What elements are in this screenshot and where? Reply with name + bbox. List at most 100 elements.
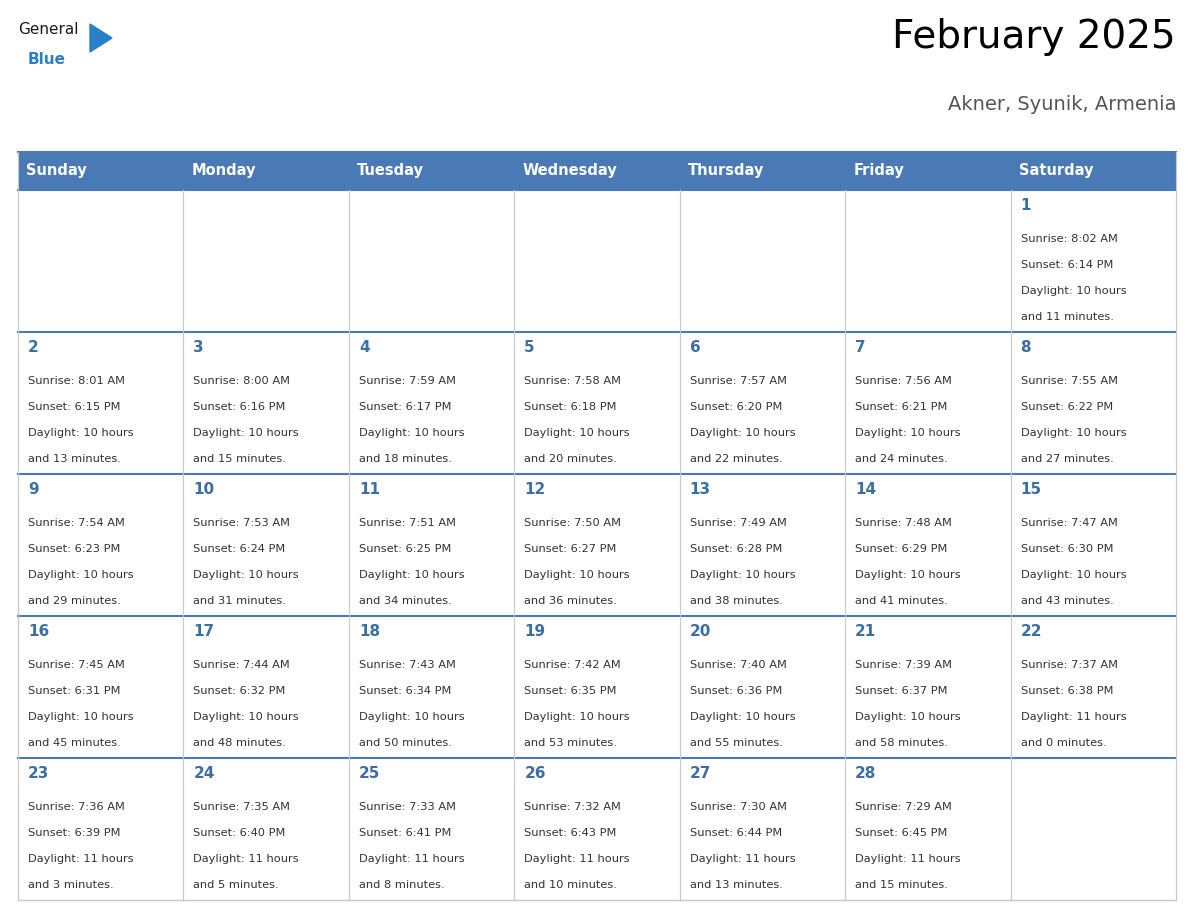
Text: Daylight: 10 hours: Daylight: 10 hours — [524, 712, 630, 722]
Text: and 50 minutes.: and 50 minutes. — [359, 738, 451, 748]
Text: Daylight: 10 hours: Daylight: 10 hours — [194, 428, 299, 438]
Text: Sunrise: 7:33 AM: Sunrise: 7:33 AM — [359, 801, 456, 812]
Text: 21: 21 — [855, 624, 877, 639]
Text: 2: 2 — [29, 340, 39, 355]
Bar — [18, 190, 1176, 332]
Text: Sunset: 6:44 PM: Sunset: 6:44 PM — [690, 828, 782, 838]
Text: Sunrise: 7:32 AM: Sunrise: 7:32 AM — [524, 801, 621, 812]
Text: and 27 minutes.: and 27 minutes. — [1020, 454, 1113, 465]
Text: Sunrise: 8:00 AM: Sunrise: 8:00 AM — [194, 375, 290, 386]
Text: Sunset: 6:38 PM: Sunset: 6:38 PM — [1020, 686, 1113, 696]
Text: Daylight: 10 hours: Daylight: 10 hours — [29, 428, 133, 438]
Text: Sunrise: 7:30 AM: Sunrise: 7:30 AM — [690, 801, 786, 812]
Text: Sunset: 6:15 PM: Sunset: 6:15 PM — [29, 402, 120, 412]
Text: and 11 minutes.: and 11 minutes. — [1020, 312, 1113, 322]
Text: Sunset: 6:18 PM: Sunset: 6:18 PM — [524, 402, 617, 412]
Text: 22: 22 — [1020, 624, 1042, 639]
Text: Daylight: 10 hours: Daylight: 10 hours — [855, 428, 961, 438]
Text: Sunset: 6:21 PM: Sunset: 6:21 PM — [855, 402, 948, 412]
Text: Daylight: 10 hours: Daylight: 10 hours — [690, 570, 795, 580]
Text: Sunrise: 7:54 AM: Sunrise: 7:54 AM — [29, 518, 125, 528]
Text: and 22 minutes.: and 22 minutes. — [690, 454, 783, 465]
Text: 1: 1 — [1020, 198, 1031, 213]
Text: and 38 minutes.: and 38 minutes. — [690, 597, 783, 606]
Text: Daylight: 10 hours: Daylight: 10 hours — [359, 428, 465, 438]
Text: Blue: Blue — [29, 52, 67, 67]
Text: Sunset: 6:43 PM: Sunset: 6:43 PM — [524, 828, 617, 838]
Text: Monday: Monday — [191, 163, 255, 178]
Text: 10: 10 — [194, 482, 215, 497]
Text: Sunrise: 7:51 AM: Sunrise: 7:51 AM — [359, 518, 456, 528]
Text: 25: 25 — [359, 766, 380, 781]
Text: Sunrise: 7:42 AM: Sunrise: 7:42 AM — [524, 659, 621, 669]
Text: and 15 minutes.: and 15 minutes. — [855, 880, 948, 890]
Text: and 36 minutes.: and 36 minutes. — [524, 597, 617, 606]
Text: Sunrise: 7:29 AM: Sunrise: 7:29 AM — [855, 801, 952, 812]
Text: Saturday: Saturday — [1018, 163, 1093, 178]
Text: Akner, Syunik, Armenia: Akner, Syunik, Armenia — [948, 95, 1176, 114]
Text: and 43 minutes.: and 43 minutes. — [1020, 597, 1113, 606]
Text: and 29 minutes.: and 29 minutes. — [29, 597, 121, 606]
Text: Daylight: 10 hours: Daylight: 10 hours — [1020, 286, 1126, 296]
Text: 8: 8 — [1020, 340, 1031, 355]
Text: 15: 15 — [1020, 482, 1042, 497]
Text: Sunrise: 8:01 AM: Sunrise: 8:01 AM — [29, 375, 125, 386]
Text: 12: 12 — [524, 482, 545, 497]
Text: Sunrise: 7:57 AM: Sunrise: 7:57 AM — [690, 375, 786, 386]
Text: Sunset: 6:27 PM: Sunset: 6:27 PM — [524, 543, 617, 554]
Text: 26: 26 — [524, 766, 545, 781]
Text: 18: 18 — [359, 624, 380, 639]
Text: and 41 minutes.: and 41 minutes. — [855, 597, 948, 606]
Text: 3: 3 — [194, 340, 204, 355]
Text: February 2025: February 2025 — [892, 18, 1176, 56]
Text: Sunset: 6:23 PM: Sunset: 6:23 PM — [29, 543, 120, 554]
Text: Daylight: 10 hours: Daylight: 10 hours — [359, 570, 465, 580]
Text: Sunset: 6:31 PM: Sunset: 6:31 PM — [29, 686, 120, 696]
Text: and 8 minutes.: and 8 minutes. — [359, 880, 444, 890]
Text: Daylight: 10 hours: Daylight: 10 hours — [855, 570, 961, 580]
Text: Daylight: 10 hours: Daylight: 10 hours — [29, 570, 133, 580]
Text: and 15 minutes.: and 15 minutes. — [194, 454, 286, 465]
Text: 9: 9 — [29, 482, 39, 497]
Text: Tuesday: Tuesday — [356, 163, 424, 178]
Text: Sunrise: 8:02 AM: Sunrise: 8:02 AM — [1020, 233, 1118, 243]
Text: 11: 11 — [359, 482, 380, 497]
Text: Sunrise: 7:36 AM: Sunrise: 7:36 AM — [29, 801, 125, 812]
Text: Sunset: 6:20 PM: Sunset: 6:20 PM — [690, 402, 782, 412]
Text: Daylight: 10 hours: Daylight: 10 hours — [194, 712, 299, 722]
Text: Sunrise: 7:37 AM: Sunrise: 7:37 AM — [1020, 659, 1118, 669]
Text: and 31 minutes.: and 31 minutes. — [194, 597, 286, 606]
Text: and 55 minutes.: and 55 minutes. — [690, 738, 783, 748]
Text: Sunset: 6:22 PM: Sunset: 6:22 PM — [1020, 402, 1113, 412]
Text: Sunset: 6:39 PM: Sunset: 6:39 PM — [29, 828, 120, 838]
Text: Sunrise: 7:59 AM: Sunrise: 7:59 AM — [359, 375, 456, 386]
Text: and 20 minutes.: and 20 minutes. — [524, 454, 617, 465]
Text: and 10 minutes.: and 10 minutes. — [524, 880, 617, 890]
Text: Sunset: 6:17 PM: Sunset: 6:17 PM — [359, 402, 451, 412]
Text: Sunset: 6:40 PM: Sunset: 6:40 PM — [194, 828, 286, 838]
Text: Daylight: 11 hours: Daylight: 11 hours — [1020, 712, 1126, 722]
Text: 27: 27 — [690, 766, 712, 781]
Text: Sunset: 6:41 PM: Sunset: 6:41 PM — [359, 828, 451, 838]
Text: 5: 5 — [524, 340, 535, 355]
Text: Daylight: 10 hours: Daylight: 10 hours — [524, 570, 630, 580]
Text: Daylight: 10 hours: Daylight: 10 hours — [1020, 570, 1126, 580]
Text: Sunrise: 7:58 AM: Sunrise: 7:58 AM — [524, 375, 621, 386]
Text: and 53 minutes.: and 53 minutes. — [524, 738, 617, 748]
Text: Daylight: 11 hours: Daylight: 11 hours — [524, 854, 630, 864]
Text: 28: 28 — [855, 766, 877, 781]
Text: Sunset: 6:32 PM: Sunset: 6:32 PM — [194, 686, 286, 696]
Text: Daylight: 10 hours: Daylight: 10 hours — [524, 428, 630, 438]
Text: Daylight: 10 hours: Daylight: 10 hours — [690, 428, 795, 438]
Text: and 48 minutes.: and 48 minutes. — [194, 738, 286, 748]
Text: Daylight: 10 hours: Daylight: 10 hours — [855, 712, 961, 722]
Text: 7: 7 — [855, 340, 866, 355]
Text: Daylight: 10 hours: Daylight: 10 hours — [1020, 428, 1126, 438]
Text: 24: 24 — [194, 766, 215, 781]
Bar — [18, 332, 1176, 474]
Text: and 0 minutes.: and 0 minutes. — [1020, 738, 1106, 748]
Text: Daylight: 11 hours: Daylight: 11 hours — [359, 854, 465, 864]
Text: Sunrise: 7:35 AM: Sunrise: 7:35 AM — [194, 801, 290, 812]
Text: Sunrise: 7:55 AM: Sunrise: 7:55 AM — [1020, 375, 1118, 386]
Text: 14: 14 — [855, 482, 877, 497]
